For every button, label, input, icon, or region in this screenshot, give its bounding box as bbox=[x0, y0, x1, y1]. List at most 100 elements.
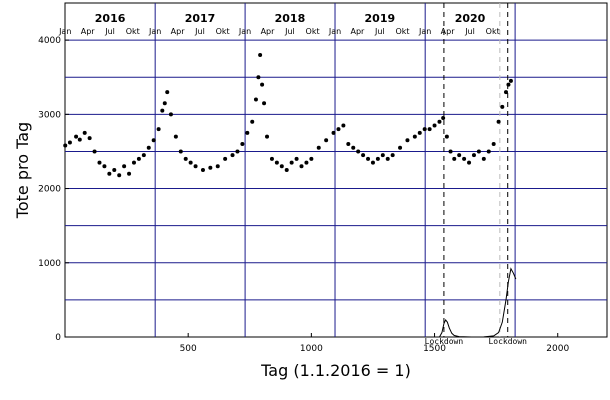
data-point bbox=[503, 90, 508, 95]
data-point bbox=[385, 156, 390, 161]
data-point bbox=[309, 156, 314, 161]
data-point bbox=[467, 160, 472, 165]
data-point bbox=[269, 156, 274, 161]
data-point bbox=[427, 127, 432, 132]
x-tick-label: 500 bbox=[180, 344, 197, 354]
data-point bbox=[422, 127, 427, 132]
data-point bbox=[500, 104, 505, 109]
lockdown-label: Lockdown bbox=[425, 337, 464, 346]
data-point bbox=[117, 173, 122, 178]
data-point bbox=[336, 127, 341, 132]
y-tick-label: 3000 bbox=[38, 110, 61, 120]
data-point bbox=[162, 101, 167, 106]
data-point bbox=[250, 119, 255, 124]
month-label: Okt bbox=[395, 27, 409, 36]
data-point bbox=[77, 137, 82, 142]
data-point bbox=[160, 108, 165, 113]
data-point bbox=[74, 134, 79, 139]
data-point bbox=[274, 160, 279, 165]
data-point bbox=[284, 168, 289, 172]
month-label: Jul bbox=[194, 27, 205, 36]
data-point bbox=[437, 119, 442, 124]
year-label: 2016 bbox=[95, 12, 126, 25]
data-point bbox=[183, 156, 188, 161]
data-point bbox=[304, 160, 309, 165]
data-point bbox=[448, 149, 453, 154]
data-point bbox=[258, 52, 263, 57]
data-point bbox=[331, 130, 336, 135]
data-point bbox=[324, 138, 329, 143]
data-point bbox=[279, 164, 284, 169]
data-point bbox=[240, 142, 245, 147]
data-point bbox=[223, 156, 228, 161]
month-label: Okt bbox=[216, 27, 230, 36]
data-point bbox=[375, 156, 380, 161]
data-point bbox=[398, 145, 403, 150]
data-point bbox=[452, 156, 457, 161]
data-point bbox=[146, 145, 151, 150]
x-tick-label: 2000 bbox=[546, 344, 569, 354]
data-point bbox=[256, 75, 261, 80]
data-point bbox=[112, 168, 117, 172]
y-axis-title: Tote pro Tag bbox=[13, 122, 32, 219]
data-point bbox=[508, 78, 513, 83]
data-point bbox=[405, 138, 410, 143]
data-point bbox=[432, 123, 437, 128]
data-point bbox=[168, 112, 173, 117]
data-point bbox=[156, 127, 161, 132]
data-point bbox=[260, 82, 265, 87]
data-point bbox=[294, 156, 299, 161]
year-label: 2017 bbox=[185, 12, 216, 25]
data-point bbox=[390, 153, 395, 158]
x-axis-title: Tag (1.1.2016 = 1) bbox=[260, 361, 411, 380]
data-point bbox=[245, 130, 250, 135]
data-point bbox=[361, 153, 366, 158]
data-point bbox=[131, 160, 136, 165]
data-point bbox=[208, 165, 213, 170]
month-label: Apr bbox=[81, 27, 96, 36]
data-point bbox=[193, 164, 198, 169]
data-point bbox=[441, 116, 446, 121]
data-point bbox=[299, 164, 304, 169]
x-tick-label: 1000 bbox=[300, 344, 323, 354]
data-point bbox=[178, 149, 183, 154]
month-label: Jul bbox=[464, 27, 475, 36]
y-tick-label: 0 bbox=[55, 333, 61, 343]
data-point bbox=[235, 149, 240, 154]
data-point bbox=[262, 101, 267, 106]
month-label: Jan bbox=[238, 27, 251, 36]
data-point bbox=[173, 134, 178, 139]
data-point bbox=[265, 134, 270, 139]
data-point bbox=[444, 134, 449, 139]
data-point bbox=[230, 153, 235, 158]
data-point bbox=[200, 168, 205, 172]
plot-frame bbox=[64, 2, 608, 338]
daily-deaths-series bbox=[63, 52, 513, 178]
month-label: Jul bbox=[374, 27, 385, 36]
data-point bbox=[462, 156, 467, 161]
data-point bbox=[380, 153, 385, 158]
data-point bbox=[82, 130, 87, 135]
data-point bbox=[127, 171, 132, 176]
data-point bbox=[471, 153, 476, 158]
month-label: Jul bbox=[284, 27, 295, 36]
covid-deaths-line bbox=[439, 267, 517, 338]
year-label: 2020 bbox=[455, 12, 486, 25]
data-point bbox=[491, 142, 496, 147]
data-point bbox=[165, 90, 170, 95]
data-point bbox=[346, 142, 351, 147]
data-point bbox=[67, 140, 72, 145]
data-point bbox=[506, 82, 511, 87]
data-point bbox=[151, 138, 156, 143]
data-point bbox=[87, 136, 92, 141]
month-label: Jan bbox=[58, 27, 71, 36]
month-label: Apr bbox=[441, 27, 456, 36]
data-point bbox=[476, 149, 481, 154]
data-point bbox=[141, 153, 146, 158]
data-point bbox=[417, 130, 422, 135]
data-point bbox=[136, 156, 141, 161]
data-point bbox=[92, 149, 97, 154]
data-point bbox=[457, 153, 462, 158]
data-point bbox=[486, 149, 491, 154]
month-label: Okt bbox=[126, 27, 140, 36]
